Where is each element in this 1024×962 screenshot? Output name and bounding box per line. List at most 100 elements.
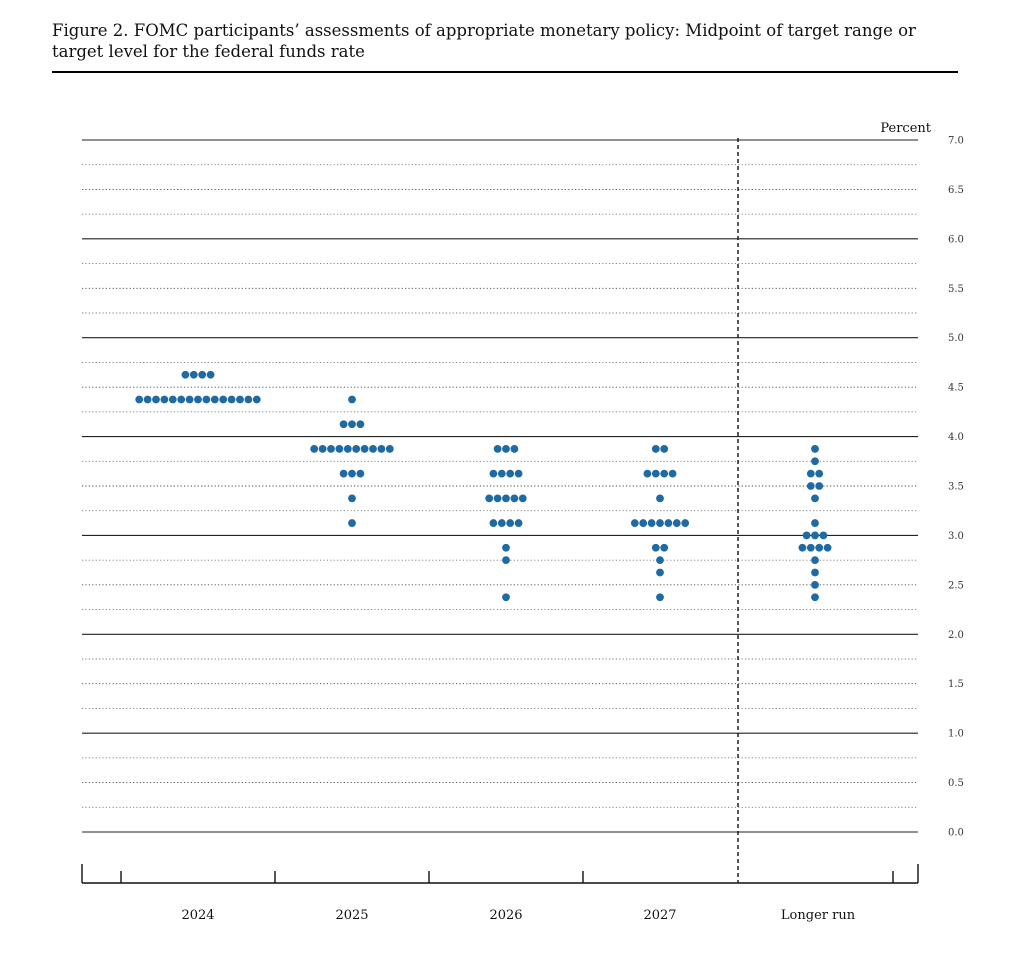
dot-marker: [664, 519, 673, 527]
dot-marker: [510, 494, 519, 503]
dot-marker: [343, 445, 352, 453]
dot-marker: [656, 519, 664, 527]
dot-marker: [497, 469, 506, 478]
dot-marker: [660, 469, 669, 478]
dot-marker: [502, 593, 510, 602]
y-tick-label: 1.0: [948, 729, 964, 740]
dot-marker: [143, 395, 152, 404]
dot-marker: [514, 469, 523, 478]
dot-marker: [660, 543, 669, 552]
dot-marker: [236, 395, 244, 404]
dot-marker: [514, 519, 523, 527]
dot-marker: [811, 556, 819, 565]
dot-marker: [819, 531, 828, 540]
y-tick-label: 6.0: [948, 234, 964, 245]
dot-marker: [339, 420, 348, 429]
dot-marker: [811, 593, 819, 602]
y-axis-label: Percent: [880, 121, 931, 136]
y-tick-label: 0.0: [948, 828, 964, 839]
y-tick-label: 5.5: [948, 284, 964, 295]
dot-marker: [815, 469, 824, 478]
dot-marker: [798, 543, 807, 552]
dot-marker: [656, 568, 664, 577]
x-category-label: 2024: [181, 908, 214, 923]
x-axis: [81, 864, 919, 884]
y-axis-tick-labels: 0.0 0.5 1.0 1.5 2.0 2.5 3.0 3.5 4.0 4.5 5.0 5.5 6.0 6…: [948, 136, 964, 839]
dot-marker: [806, 482, 815, 490]
dot-markers: [135, 370, 832, 602]
y-tick-label: 3.0: [948, 531, 964, 542]
dot-marker: [135, 395, 144, 404]
figure-title: Figure 2. FOMC participants’ assessments…: [52, 21, 916, 61]
dot-marker: [194, 395, 202, 404]
dot-marker: [227, 395, 236, 404]
dot-marker: [651, 445, 660, 453]
dot-marker: [377, 445, 386, 453]
dot-marker: [485, 494, 494, 503]
dot-marker: [348, 395, 356, 404]
dot-marker: [806, 543, 815, 552]
dot-marker: [493, 494, 502, 503]
dot-marker: [506, 469, 515, 478]
dot-marker: [811, 531, 819, 540]
dot-marker: [360, 445, 369, 453]
x-category-label: 2026: [489, 908, 522, 923]
dot-marker: [668, 469, 677, 478]
dot-marker: [497, 519, 506, 527]
dot-marker: [152, 395, 160, 404]
dot-marker: [806, 469, 815, 478]
dot-marker: [811, 445, 819, 453]
dot-marker: [356, 420, 365, 429]
dot-marker: [352, 445, 361, 453]
dot-marker: [510, 445, 519, 453]
x-axis-category-labels: 2024 2025 2026 2027 Longer run: [181, 908, 855, 923]
y-tick-label: 1.5: [948, 679, 964, 690]
dot-marker: [639, 519, 648, 527]
dot-marker: [656, 494, 664, 503]
dot-marker: [198, 370, 207, 379]
dot-marker: [502, 494, 510, 503]
dot-marker: [802, 531, 811, 540]
y-tick-label: 4.5: [948, 383, 964, 394]
title-divider: [52, 71, 958, 73]
dot-marker: [181, 370, 190, 379]
dot-marker: [651, 543, 660, 552]
dot-marker: [206, 370, 215, 379]
y-tick-label: 2.0: [948, 630, 964, 641]
y-tick-label: 3.5: [948, 482, 964, 493]
dot-marker: [348, 494, 356, 503]
dot-marker: [672, 519, 681, 527]
dot-marker: [811, 568, 819, 577]
dot-marker: [244, 395, 253, 404]
dot-marker: [815, 543, 824, 552]
dot-marker: [811, 494, 819, 503]
x-category-label: 2027: [643, 908, 676, 923]
dot-marker: [252, 395, 261, 404]
dot-marker: [369, 445, 377, 453]
dot-marker: [630, 519, 639, 527]
x-category-label: 2025: [335, 908, 368, 923]
dot-marker: [815, 482, 824, 490]
dot-marker: [348, 420, 356, 429]
y-tick-label: 7.0: [948, 136, 964, 147]
dot-marker: [811, 457, 819, 466]
dot-marker: [335, 445, 344, 453]
dot-marker: [823, 543, 832, 552]
dot-marker: [660, 445, 669, 453]
dot-marker: [506, 519, 515, 527]
x-category-label: Longer run: [781, 908, 856, 923]
dot-marker: [811, 580, 819, 589]
dot-marker: [681, 519, 690, 527]
y-tick-label: 4.0: [948, 432, 964, 443]
gridlines: [82, 139, 918, 833]
dot-marker: [310, 445, 319, 453]
dot-marker: [168, 395, 177, 404]
y-tick-label: 6.5: [948, 185, 964, 196]
dot-marker: [189, 370, 198, 379]
dot-marker: [502, 543, 510, 552]
dot-marker: [219, 395, 228, 404]
dot-marker: [385, 445, 394, 453]
dot-marker: [348, 469, 356, 478]
dot-marker: [185, 395, 194, 404]
